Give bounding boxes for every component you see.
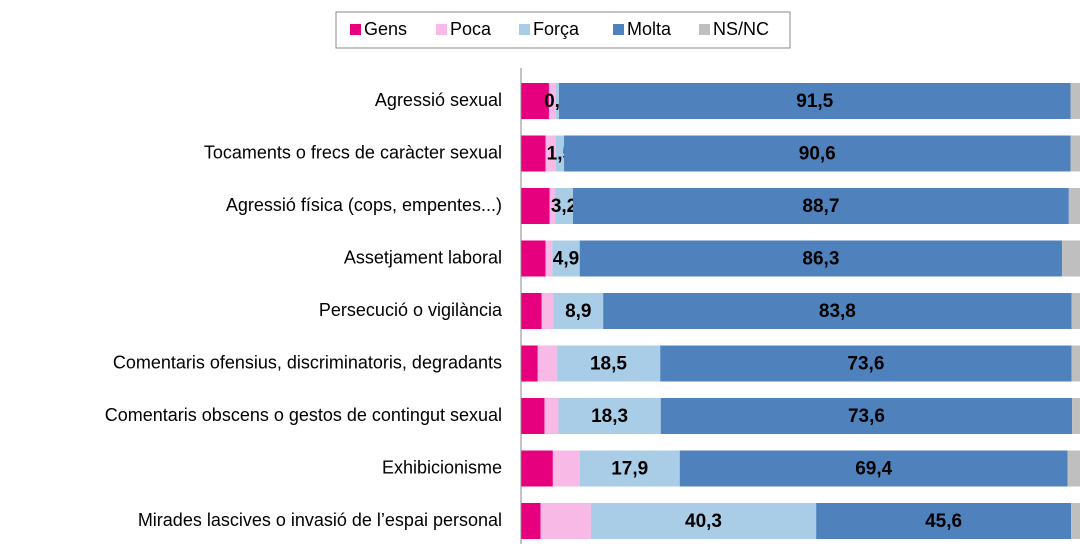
value-label: 88,7 [802,196,839,217]
value-label: 18,5 [590,354,627,375]
bar-segment [521,83,549,119]
category-label: Persecució o vigilància [319,300,503,320]
bar-segment [544,398,559,434]
bar-segment [590,503,817,539]
bar-segment [548,83,556,119]
bar-segment [1071,293,1080,329]
bar-segment [558,398,661,434]
bar-segment [1071,345,1080,382]
category-label: Mirades lascives o invasió de l’espai pe… [138,510,502,530]
value-label: 4,9 [553,249,579,270]
bar-segment [552,240,580,277]
bar-segment [579,450,680,487]
value-label: 69,4 [855,459,892,480]
bar-segment [1071,503,1080,539]
bar-segment [521,240,546,277]
legend-label: Gens [364,19,407,39]
bar-segment [1062,240,1080,277]
bar-segment [541,293,554,329]
bar-segment [1067,450,1080,487]
legend-label: Força [533,19,580,39]
bar-segment [1068,188,1080,224]
bar-segment [555,188,573,224]
value-label: 45,6 [925,511,962,532]
bar-segment [579,240,1063,277]
bar-segment [540,503,591,539]
bar-segment [545,240,553,277]
bar-segment [572,188,1069,224]
bar-segment [660,398,1073,434]
bar-segment [521,135,546,172]
legend-swatch [436,24,447,35]
bar-segment [816,503,1072,539]
category-label: Assetjament laboral [344,247,502,267]
bar-segment [545,135,556,172]
bar-segment [521,188,550,224]
bar-segment [521,293,542,329]
legend-swatch [613,24,624,35]
value-label: 90,6 [799,144,836,165]
category-label: Comentaris ofensius, discriminatoris, de… [113,352,502,372]
bar-segment [1072,398,1080,434]
legend-label: Poca [450,19,492,39]
legend-label: Molta [627,19,672,39]
bar-segment [553,293,604,329]
value-label: 3,2 [551,196,577,217]
bar-segment [521,503,541,539]
bar-segment [555,135,565,172]
legend-swatch [350,24,361,35]
bar-segment [1070,83,1080,119]
bar-segment [537,345,557,382]
legend-swatch [519,24,530,35]
category-label: Exhibicionisme [382,457,502,477]
bar-segment [521,345,538,382]
legend-label: NS/NC [713,19,769,39]
value-label: 17,9 [611,459,648,480]
category-label: Tocaments o frecs de caràcter sexual [204,142,502,162]
bar-segment [555,83,560,119]
value-label: 73,6 [848,406,885,427]
bar-segment [1070,135,1080,172]
value-label: 86,3 [802,249,839,270]
legend-swatch [699,24,710,35]
legend-box [335,11,791,49]
bar-segment [549,188,556,224]
value-label: 91,5 [796,91,833,112]
category-label: Agressió sexual [375,90,502,110]
value-label: 8,9 [565,301,591,322]
bar-segment [556,345,661,382]
bar-segment [679,450,1068,487]
bar-segment [559,83,1071,119]
category-label: Comentaris obscens o gestos de contingut… [105,405,502,425]
bar-segment [552,450,580,487]
bar-segment [603,293,1072,329]
bar-segment [521,398,545,434]
value-label: 73,6 [847,354,884,375]
bar-segment [660,345,1072,382]
category-label: Agressió física (cops, empentes...) [226,195,502,215]
value-label: 18,3 [591,406,628,427]
value-label: 40,3 [685,511,722,532]
bar-segment [564,135,1071,172]
value-label: 83,8 [819,301,856,322]
bar-segment [521,450,553,487]
